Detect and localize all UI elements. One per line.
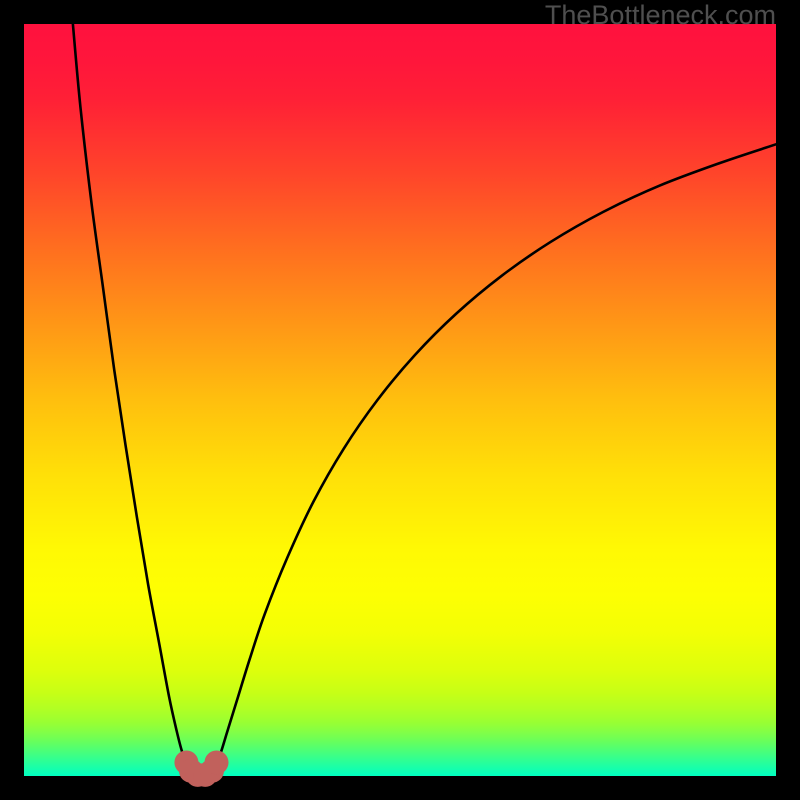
bottleneck-chart xyxy=(0,0,800,800)
watermark-text: TheBottleneck.com xyxy=(545,0,776,31)
valley-point xyxy=(205,750,229,774)
chart-gradient-background xyxy=(24,24,776,776)
